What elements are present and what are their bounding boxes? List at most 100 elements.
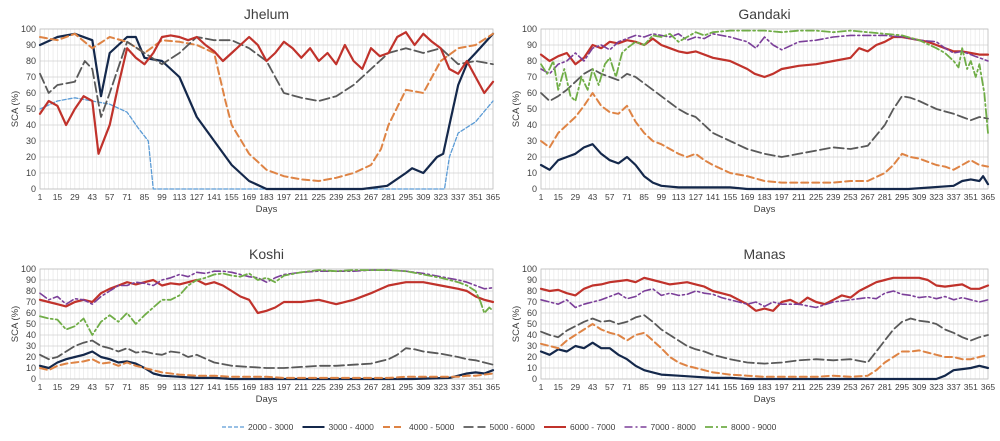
chart-panel: 0 10 20 30 40 50 60 70 80 90 100 1 15 29 43 57 71 85 99 113… — [10, 6, 500, 215]
x-tick-label: 337 — [947, 192, 961, 202]
x-tick-label: 351 — [964, 192, 978, 202]
chart-title: Manas — [743, 246, 785, 262]
y-tick-label: 40 — [26, 120, 36, 130]
x-tick-label: 99 — [657, 382, 667, 392]
x-tick-label: 155 — [723, 192, 737, 202]
legend-label: 5000 - 6000 — [490, 422, 536, 432]
y-tick-label: 0 — [532, 184, 537, 194]
x-tick-label: 225 — [312, 192, 326, 202]
x-tick-label: 365 — [486, 382, 500, 392]
series-line — [39, 358, 494, 379]
x-tick-label: 71 — [122, 382, 132, 392]
y-tick-label: 60 — [527, 308, 537, 318]
x-tick-label: 15 — [553, 382, 563, 392]
x-tick-label: 15 — [53, 382, 63, 392]
y-tick-label: 50 — [26, 319, 36, 329]
y-tick-label: 80 — [26, 56, 36, 66]
x-tick-label: 323 — [434, 382, 448, 392]
y-tick-label: 50 — [26, 104, 36, 114]
x-tick-label: 337 — [451, 382, 465, 392]
x-tick-label: 295 — [895, 382, 909, 392]
series-line — [539, 341, 990, 381]
y-axis-label: SCA (%) — [10, 91, 21, 127]
series-line — [539, 143, 990, 191]
chart-title: Gandaki — [738, 6, 790, 22]
x-tick-label: 57 — [105, 192, 115, 202]
x-tick-label: 169 — [740, 382, 754, 392]
x-tick-label: 351 — [468, 382, 482, 392]
x-tick-label: 197 — [775, 192, 789, 202]
x-tick-label: 309 — [416, 192, 430, 202]
y-tick-label: 30 — [527, 136, 537, 146]
y-tick-label: 20 — [26, 152, 36, 162]
x-tick-label: 71 — [622, 382, 632, 392]
x-tick-label: 141 — [207, 192, 221, 202]
y-tick-label: 90 — [527, 275, 537, 285]
x-tick-label: 253 — [347, 192, 361, 202]
y-tick-label: 100 — [21, 24, 36, 34]
x-tick-label: 309 — [416, 382, 430, 392]
x-tick-label: 1 — [539, 192, 544, 202]
x-tick-label: 323 — [434, 192, 448, 202]
x-tick-label: 183 — [259, 192, 273, 202]
x-axis-label: Days — [256, 204, 278, 215]
series-line — [540, 29, 989, 134]
x-tick-label: 155 — [723, 382, 737, 392]
x-tick-label: 365 — [486, 192, 500, 202]
y-tick-label: 90 — [26, 40, 36, 50]
x-tick-label: 183 — [259, 382, 273, 392]
x-tick-label: 85 — [639, 382, 649, 392]
x-tick-label: 267 — [861, 382, 875, 392]
x-tick-label: 43 — [88, 192, 98, 202]
y-tick-label: 10 — [26, 363, 36, 373]
series-line — [39, 339, 494, 369]
x-tick-label: 113 — [173, 192, 187, 202]
x-tick-label: 57 — [605, 192, 615, 202]
legend-label: 4000 - 5000 — [409, 422, 455, 432]
y-tick-label: 30 — [26, 341, 36, 351]
y-axis-label: SCA (%) — [511, 91, 522, 127]
series-line — [540, 323, 989, 378]
x-tick-label: 169 — [242, 192, 256, 202]
y-axis-label: SCA (%) — [511, 306, 522, 342]
x-tick-label: 29 — [571, 382, 581, 392]
y-tick-label: 50 — [527, 104, 537, 114]
y-tick-label: 100 — [21, 264, 36, 274]
x-tick-label: 211 — [792, 192, 806, 202]
y-tick-label: 80 — [527, 56, 537, 66]
y-tick-label: 90 — [26, 275, 36, 285]
y-tick-label: 10 — [26, 168, 36, 178]
x-tick-label: 29 — [70, 192, 80, 202]
y-tick-label: 20 — [527, 152, 537, 162]
y-tick-label: 90 — [527, 40, 537, 50]
x-tick-label: 309 — [912, 192, 926, 202]
x-tick-label: 85 — [639, 192, 649, 202]
y-tick-label: 40 — [527, 120, 537, 130]
x-tick-label: 281 — [878, 192, 892, 202]
x-tick-label: 99 — [157, 382, 167, 392]
x-tick-label: 295 — [399, 192, 413, 202]
series-line — [540, 32, 989, 75]
x-tick-label: 1 — [38, 382, 43, 392]
series-line — [39, 32, 494, 182]
y-tick-label: 40 — [26, 330, 36, 340]
x-tick-label: 113 — [672, 192, 686, 202]
y-tick-label: 70 — [527, 72, 537, 82]
x-tick-label: 281 — [381, 192, 395, 202]
y-tick-label: 40 — [527, 330, 537, 340]
x-tick-label: 43 — [588, 382, 598, 392]
series-line — [540, 314, 989, 365]
x-tick-label: 211 — [792, 382, 806, 392]
series-line — [38, 31, 495, 155]
y-tick-label: 70 — [26, 72, 36, 82]
x-tick-label: 267 — [364, 192, 378, 202]
x-tick-label: 225 — [312, 382, 326, 392]
x-tick-label: 29 — [571, 192, 581, 202]
x-axis-label: Days — [754, 394, 776, 405]
series-line — [539, 276, 990, 312]
x-tick-label: 169 — [740, 192, 754, 202]
x-tick-label: 267 — [861, 192, 875, 202]
x-tick-label: 183 — [757, 382, 771, 392]
legend-label: 2000 - 3000 — [248, 422, 294, 432]
x-tick-label: 309 — [912, 382, 926, 392]
